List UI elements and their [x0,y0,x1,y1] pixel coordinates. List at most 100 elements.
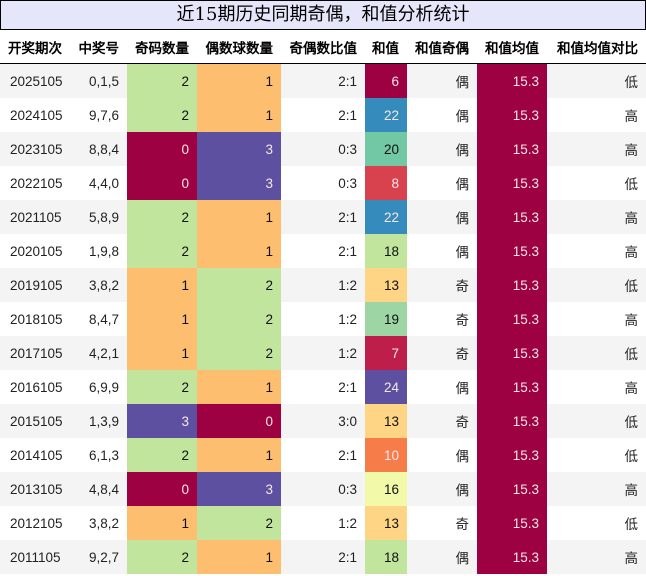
header-sum: 和值 [365,30,407,64]
numbers-cell: 1,9,8 [73,234,127,268]
odd-count-cell: 2 [127,63,197,98]
even-count-cell: 0 [197,404,281,438]
sum-mean-cell: 15.3 [477,336,547,370]
sum-cell: 22 [365,200,407,234]
table-row: 2021105 5,8,9 2 1 2:1 22 偶 15.3 高 [0,200,646,234]
table-row: 2024105 9,7,6 2 1 2:1 22 偶 15.3 高 [0,98,646,132]
table-row: 2025105 0,1,5 2 1 2:1 6 偶 15.3 低 [0,63,646,98]
header-ratio: 奇偶数比值 [281,30,365,64]
odd-count-cell: 0 [127,132,197,166]
ratio-cell: 0:3 [281,132,365,166]
mean-compare-cell: 高 [547,98,646,132]
period-cell: 2022105 [0,166,73,200]
numbers-cell: 3,8,2 [73,506,127,540]
mean-compare-cell: 低 [547,336,646,370]
odd-count-cell: 2 [127,98,197,132]
even-count-cell: 1 [197,234,281,268]
numbers-cell: 3,8,2 [73,268,127,302]
odd-count-cell: 1 [127,336,197,370]
mean-compare-cell: 低 [547,506,646,540]
sum-cell: 13 [365,404,407,438]
sum-mean-cell: 15.3 [477,200,547,234]
sum-mean-cell: 15.3 [477,268,547,302]
numbers-cell: 9,2,7 [73,540,127,574]
mean-compare-cell: 高 [547,370,646,404]
ratio-cell: 2:1 [281,63,365,98]
numbers-cell: 9,7,6 [73,98,127,132]
table-row: 2016105 6,9,9 2 1 2:1 24 偶 15.3 高 [0,370,646,404]
sum-mean-cell: 15.3 [477,302,547,336]
mean-compare-cell: 高 [547,472,646,506]
numbers-cell: 1,3,9 [73,404,127,438]
even-count-cell: 2 [197,268,281,302]
odd-count-cell: 0 [127,472,197,506]
period-cell: 2024105 [0,98,73,132]
sum-cell: 13 [365,506,407,540]
numbers-cell: 5,8,9 [73,200,127,234]
mean-compare-cell: 低 [547,268,646,302]
sum-parity-cell: 奇 [407,404,477,438]
numbers-cell: 4,4,0 [73,166,127,200]
table-row: 2013105 4,8,4 0 3 0:3 16 偶 15.3 高 [0,472,646,506]
header-even-count: 偶数球数量 [197,30,281,64]
sum-cell: 10 [365,438,407,472]
mean-compare-cell: 高 [547,234,646,268]
even-count-cell: 1 [197,200,281,234]
ratio-cell: 0:3 [281,166,365,200]
mean-compare-cell: 低 [547,404,646,438]
table-row: 2020105 1,9,8 2 1 2:1 18 偶 15.3 高 [0,234,646,268]
table-title: 近15期历史同期奇偶，和值分析统计 [0,0,646,30]
header-period: 开奖期次 [0,30,73,64]
odd-count-cell: 2 [127,200,197,234]
numbers-cell: 8,8,4 [73,132,127,166]
sum-parity-cell: 奇 [407,268,477,302]
numbers-cell: 0,1,5 [73,63,127,98]
header-row: 开奖期次 中奖号 奇码数量 偶数球数量 奇偶数比值 和值 和值奇偶 和值均值 和… [0,30,646,64]
odd-count-cell: 2 [127,234,197,268]
period-cell: 2017105 [0,336,73,370]
header-sum-mean: 和值均值 [477,30,547,64]
even-count-cell: 3 [197,472,281,506]
period-cell: 2025105 [0,63,73,98]
odd-count-cell: 3 [127,404,197,438]
even-count-cell: 1 [197,540,281,574]
sum-parity-cell: 偶 [407,166,477,200]
ratio-cell: 2:1 [281,540,365,574]
sum-parity-cell: 奇 [407,506,477,540]
sum-mean-cell: 15.3 [477,166,547,200]
ratio-cell: 1:2 [281,268,365,302]
sum-mean-cell: 15.3 [477,370,547,404]
period-cell: 2015105 [0,404,73,438]
sum-parity-cell: 偶 [407,234,477,268]
period-cell: 2023105 [0,132,73,166]
table-row: 2023105 8,8,4 0 3 0:3 20 偶 15.3 高 [0,132,646,166]
ratio-cell: 2:1 [281,234,365,268]
ratio-cell: 2:1 [281,370,365,404]
sum-parity-cell: 偶 [407,438,477,472]
table-row: 2011105 9,2,7 2 1 2:1 18 偶 15.3 高 [0,540,646,574]
table-row: 2022105 4,4,0 0 3 0:3 8 偶 15.3 低 [0,166,646,200]
ratio-cell: 1:2 [281,302,365,336]
sum-cell: 8 [365,166,407,200]
sum-mean-cell: 15.3 [477,63,547,98]
mean-compare-cell: 低 [547,166,646,200]
sum-cell: 16 [365,472,407,506]
sum-parity-cell: 偶 [407,540,477,574]
table-body: 2025105 0,1,5 2 1 2:1 6 偶 15.3 低 2024105 9,7,6 2 1 2:… [0,63,646,574]
period-cell: 2011105 [0,540,73,574]
odd-count-cell: 2 [127,370,197,404]
sum-cell: 13 [365,268,407,302]
ratio-cell: 3:0 [281,404,365,438]
sum-cell: 19 [365,302,407,336]
sum-cell: 24 [365,370,407,404]
sum-cell: 18 [365,234,407,268]
numbers-cell: 6,1,3 [73,438,127,472]
even-count-cell: 1 [197,438,281,472]
header-odd-count: 奇码数量 [127,30,197,64]
even-count-cell: 2 [197,302,281,336]
mean-compare-cell: 高 [547,200,646,234]
sum-parity-cell: 奇 [407,302,477,336]
sum-cell: 6 [365,63,407,98]
numbers-cell: 4,8,4 [73,472,127,506]
ratio-cell: 2:1 [281,438,365,472]
